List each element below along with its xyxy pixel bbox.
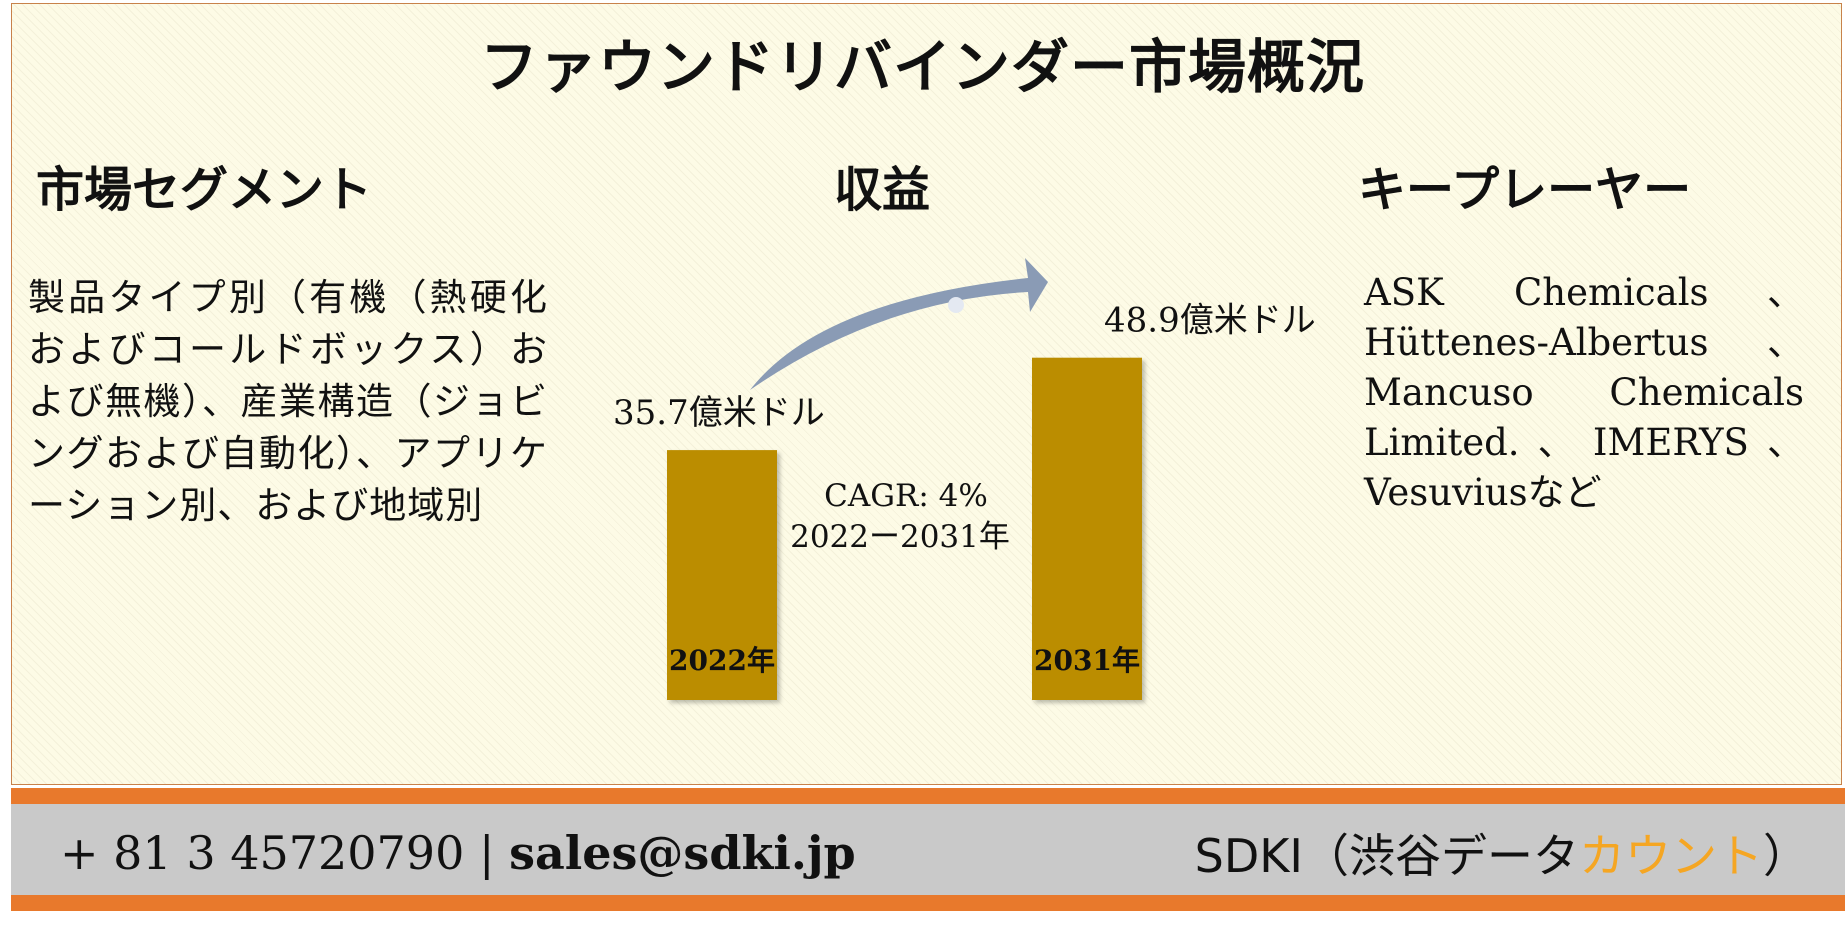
footer-top-rule [11,788,1845,804]
cagr-period-label: 2022ー2031年 [790,519,1010,555]
contact-email[interactable]: sales@sdki.jp [509,826,856,880]
value-label-2031年: 48.9億米ドル [1104,301,1316,341]
contact-info: + 81 3 45720790 | sales@sdki.jp [60,826,856,880]
revenue-heading: 収益 [834,162,931,218]
footer-bar [11,804,1845,895]
brand-highlight: カウント [1579,829,1763,883]
players-description: ASK Chemicals、Hüttenes-Albertus、Mancuso … [1364,271,1804,514]
value-label-2022年: 35.7億米ドル [613,393,825,433]
segment-description: 製品タイプ別（有機（熱硬化およびコールドボックス）および無機）、産業構造（ジョビ… [28,276,548,527]
revenue-bar-chart: 2022年 35.7億米ドル 2031年 48.9億米ドル CAGR: 4% 2022… [613,258,1316,700]
contact-phone: + 81 3 45720790 [60,826,465,880]
category-label-2022年: 2022年 [669,644,775,677]
segment-heading: 市場セグメント [36,162,373,218]
footer-bottom-rule [11,895,1845,911]
contact-separator: | [478,826,495,880]
page-title: ファウンドリバインダー市場概況 [479,33,1365,101]
arrow-highlight-dot [948,297,964,313]
growth-arrow-icon [750,258,1048,390]
content-panel [11,3,1842,785]
brand-name: SDKI（渋谷データカウント） [1195,820,1809,886]
category-label-2031年: 2031年 [1034,644,1140,677]
players-heading: キープレーヤー [1358,162,1692,218]
bar-2031年 [1032,357,1142,700]
brand-suffix: ） [1763,829,1809,883]
cagr-label: CAGR: 4% [824,478,988,514]
brand-prefix: SDKI（渋谷データ [1194,829,1579,883]
bar-2022年 [667,450,777,700]
